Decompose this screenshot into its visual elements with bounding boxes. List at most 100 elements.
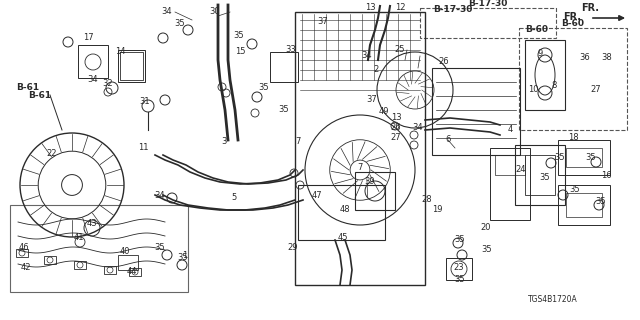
Text: 35: 35: [155, 244, 165, 252]
Text: 35: 35: [454, 276, 465, 284]
Text: 46: 46: [19, 244, 29, 252]
Bar: [270, 52, 298, 82]
Text: 9: 9: [538, 50, 543, 59]
Text: 35: 35: [178, 253, 188, 262]
Text: 15: 15: [235, 47, 245, 57]
Text: B-17-30: B-17-30: [468, 0, 508, 9]
Text: 24: 24: [516, 165, 526, 174]
Text: 23: 23: [454, 263, 464, 273]
Text: 3: 3: [221, 138, 227, 147]
Bar: [16, 249, 28, 257]
Bar: [525, 155, 555, 195]
Text: 41: 41: [74, 234, 84, 243]
Bar: [525, 40, 565, 110]
Text: 2: 2: [373, 66, 379, 75]
Text: 26: 26: [390, 124, 401, 132]
Text: 35: 35: [570, 186, 580, 195]
Text: 35: 35: [482, 245, 492, 254]
Bar: [355, 172, 395, 210]
Bar: [566, 193, 602, 217]
Text: 44: 44: [127, 268, 137, 276]
Text: 38: 38: [602, 53, 612, 62]
Text: 37: 37: [367, 95, 378, 105]
Text: 12: 12: [395, 4, 405, 12]
Bar: [558, 185, 610, 225]
Text: 4: 4: [508, 125, 513, 134]
Text: B-60: B-60: [561, 20, 584, 28]
Text: 29: 29: [288, 244, 298, 252]
Text: B-61: B-61: [28, 91, 51, 100]
Text: 48: 48: [340, 205, 350, 214]
Text: 19: 19: [432, 205, 442, 214]
Bar: [104, 266, 116, 274]
Text: 35: 35: [175, 20, 186, 28]
Text: 27: 27: [390, 133, 401, 142]
Text: 35: 35: [540, 173, 550, 182]
Text: 17: 17: [83, 33, 93, 42]
Text: 35: 35: [259, 84, 269, 92]
Text: 20: 20: [481, 223, 492, 233]
Text: 35: 35: [278, 106, 289, 115]
Text: 22: 22: [47, 149, 57, 158]
Bar: [446, 258, 472, 280]
Text: 34: 34: [362, 51, 372, 60]
Text: 43: 43: [86, 220, 97, 228]
Text: 32: 32: [102, 79, 113, 89]
Bar: [10, 205, 188, 292]
Text: 6: 6: [445, 135, 451, 145]
Text: 35: 35: [586, 154, 596, 163]
Text: 42: 42: [20, 263, 31, 273]
Text: B-17-30: B-17-30: [433, 5, 473, 14]
Text: 36: 36: [580, 53, 590, 62]
Text: 28: 28: [422, 196, 432, 204]
Bar: [515, 145, 565, 205]
Text: FR.: FR.: [563, 12, 581, 22]
Text: 45: 45: [338, 234, 348, 243]
Text: 30: 30: [210, 7, 220, 17]
Text: B-60: B-60: [525, 26, 548, 35]
Text: 31: 31: [140, 98, 150, 107]
Text: 11: 11: [138, 143, 148, 153]
Text: 10: 10: [528, 85, 538, 94]
Bar: [295, 12, 425, 285]
Bar: [420, 8, 556, 38]
Bar: [118, 255, 138, 270]
Text: 18: 18: [568, 133, 579, 142]
Text: 33: 33: [285, 45, 296, 54]
Text: 8: 8: [551, 82, 557, 91]
Bar: [490, 148, 530, 220]
Text: 27: 27: [591, 85, 602, 94]
Text: 35: 35: [555, 154, 565, 163]
Text: 25: 25: [395, 45, 405, 54]
Text: 49: 49: [379, 108, 389, 116]
Text: 26: 26: [438, 58, 449, 67]
Text: 13: 13: [390, 114, 401, 123]
Bar: [298, 185, 385, 240]
Bar: [566, 148, 602, 167]
Bar: [118, 50, 145, 82]
Text: 47: 47: [312, 191, 323, 201]
Bar: [432, 68, 520, 155]
Bar: [78, 45, 108, 78]
Text: TGS4B1720A: TGS4B1720A: [528, 295, 578, 305]
Text: FR.: FR.: [581, 3, 599, 13]
Text: 37: 37: [317, 18, 328, 27]
Text: 14: 14: [115, 47, 125, 57]
Bar: [44, 256, 56, 264]
Text: 13: 13: [365, 4, 375, 12]
Text: 35: 35: [454, 236, 465, 244]
Text: 34: 34: [88, 76, 99, 84]
Text: 7: 7: [357, 164, 363, 172]
Bar: [129, 268, 141, 276]
Text: 35: 35: [596, 197, 606, 206]
Text: 16: 16: [601, 172, 611, 180]
Text: 40: 40: [120, 247, 131, 257]
Text: 7: 7: [295, 138, 301, 147]
Bar: [74, 261, 86, 269]
Text: 34: 34: [162, 7, 172, 17]
Bar: [519, 28, 627, 130]
Text: 5: 5: [232, 194, 237, 203]
Text: 35: 35: [234, 31, 244, 41]
Text: 34: 34: [155, 190, 165, 199]
Text: 1: 1: [182, 251, 188, 260]
